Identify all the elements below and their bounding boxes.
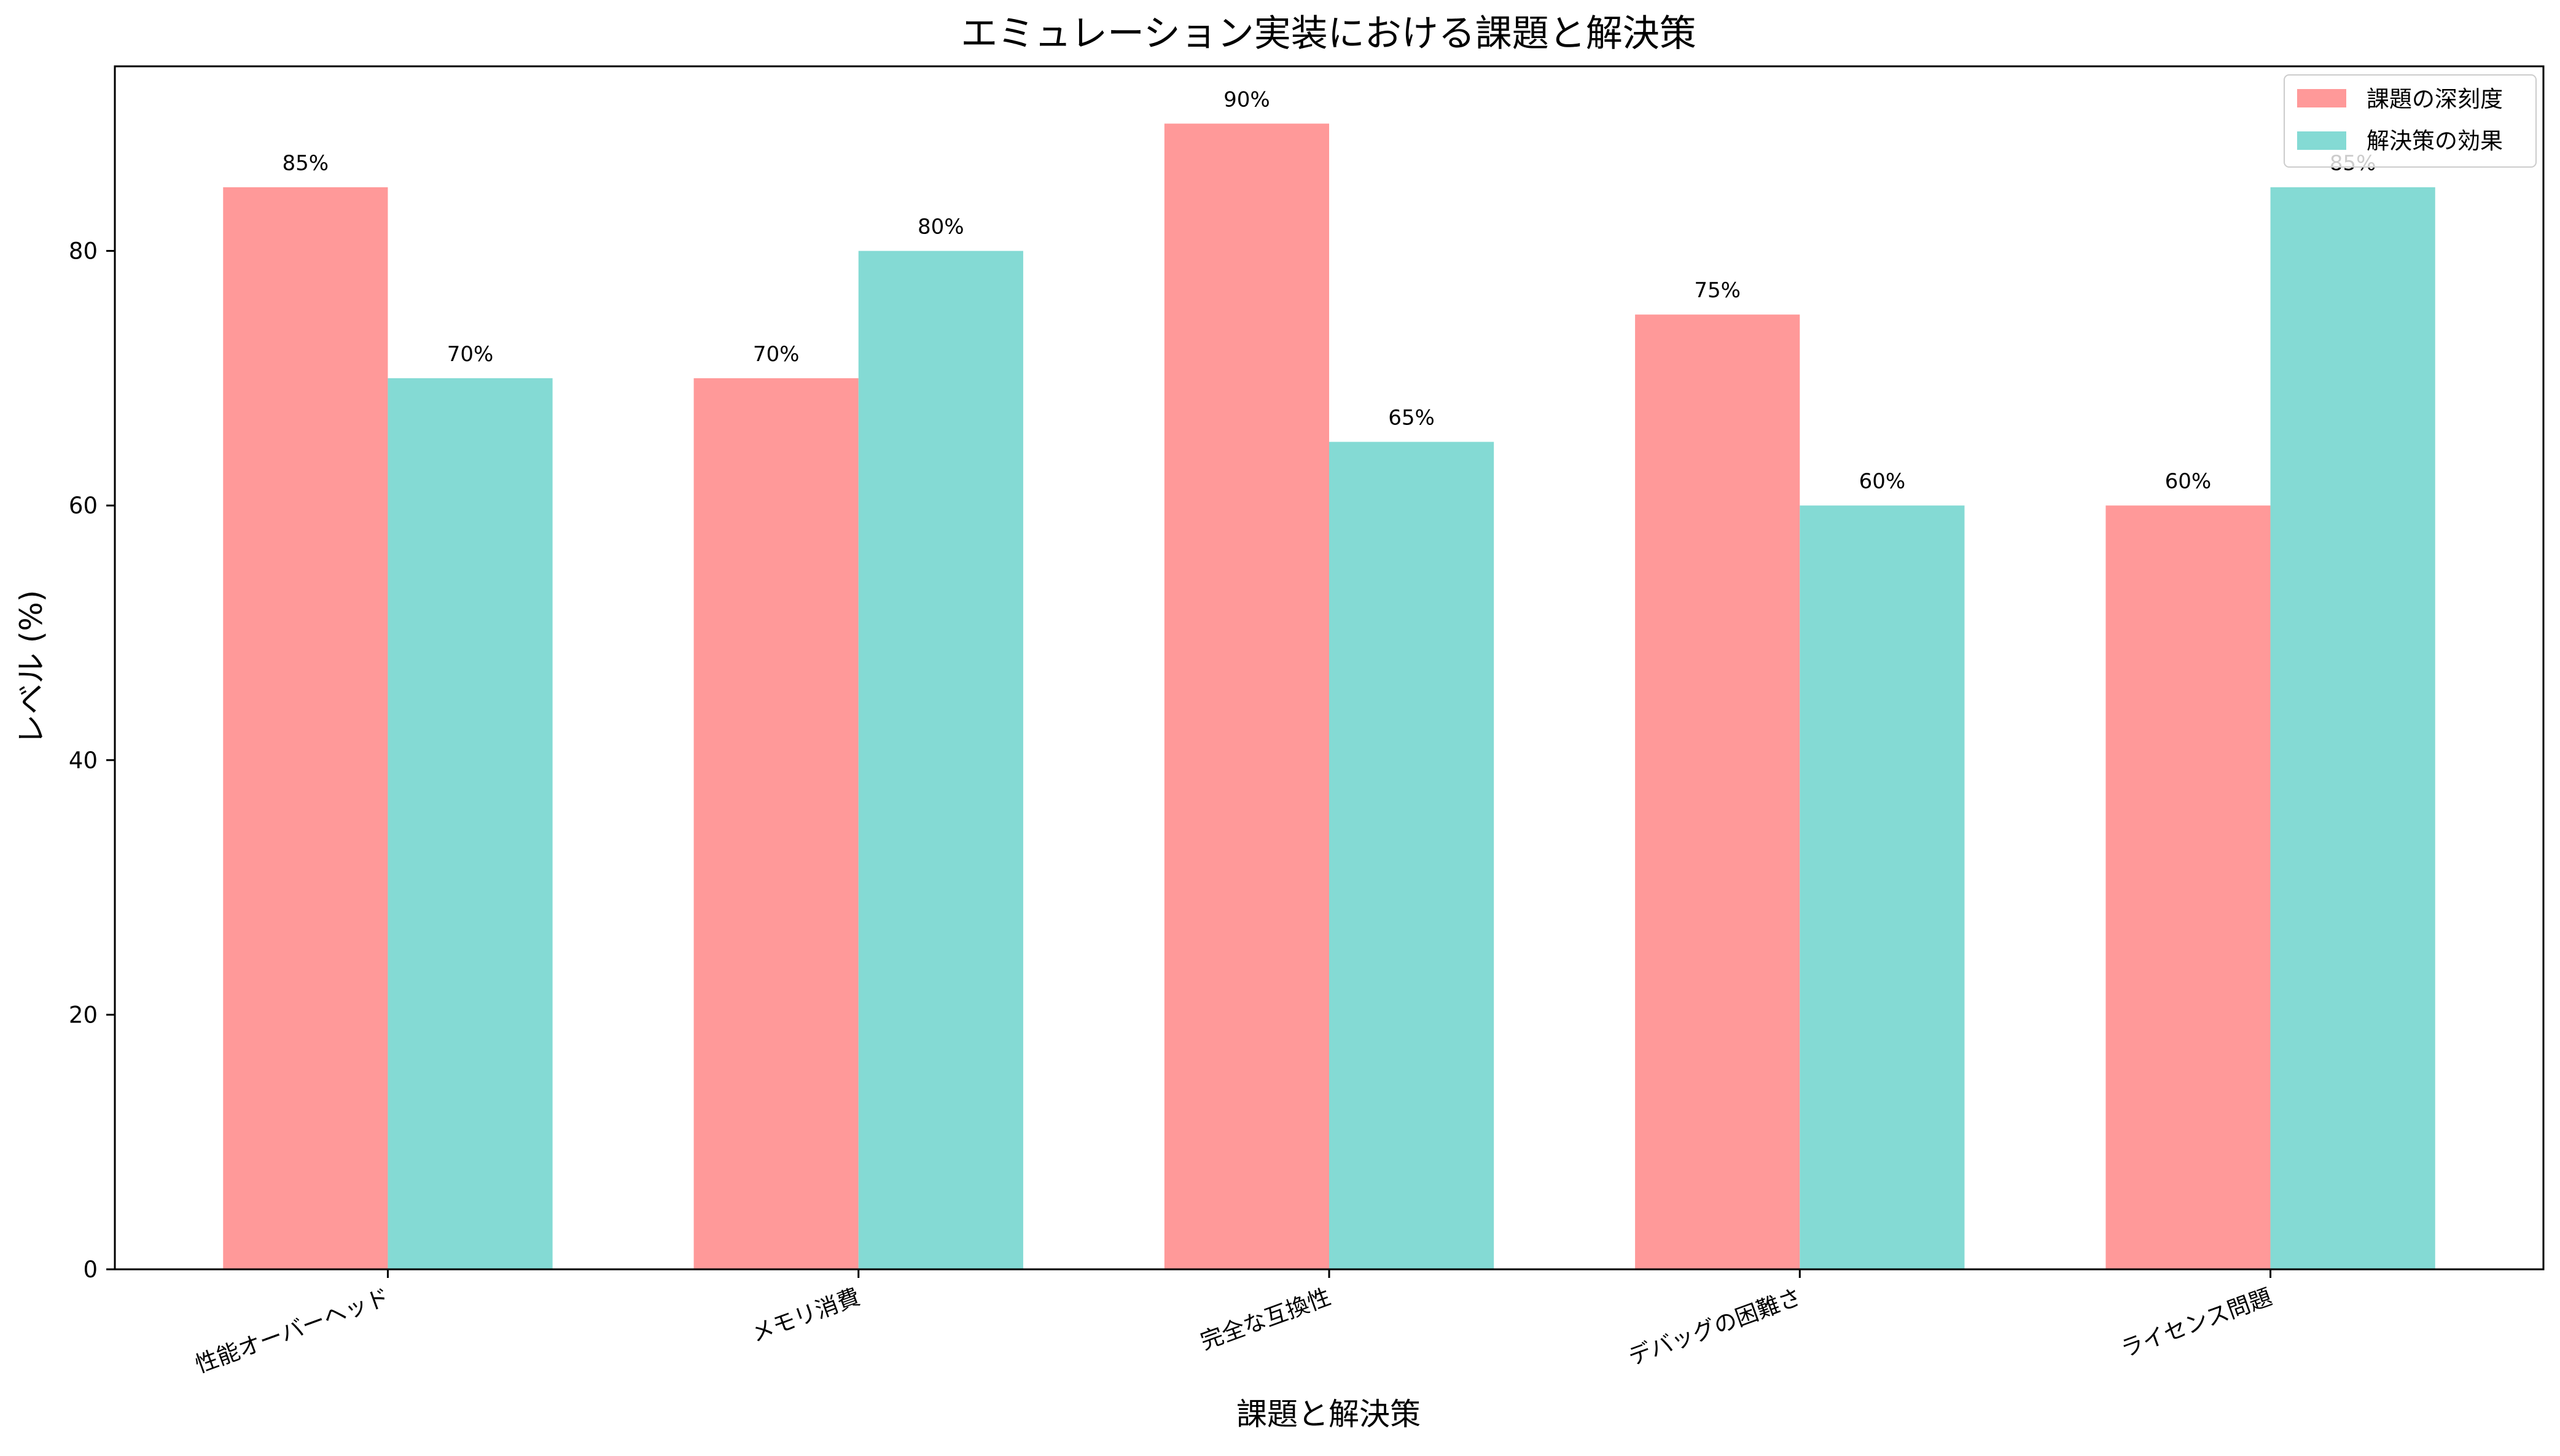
bar-severity-1	[693, 378, 859, 1269]
data-labels-layer: 85%70%90%75%60%70%80%65%60%85%	[283, 87, 2376, 494]
bars-layer	[223, 123, 2435, 1270]
bar-effect-0	[388, 378, 553, 1269]
data-label-effect-0: 70%	[447, 342, 494, 367]
legend-swatch-severity	[2297, 89, 2346, 107]
legend-frame	[2284, 74, 2537, 168]
y-tick-label-2: 40	[69, 747, 98, 774]
y-tick-label-4: 80	[69, 238, 98, 265]
chart-title: エミュレーション実装における課題と解決策	[961, 12, 1696, 55]
bar-effect-4	[2270, 187, 2435, 1269]
y-axis-label: レベル (%)	[14, 590, 49, 745]
x-tick-label-1: メモリ消費	[747, 1283, 864, 1347]
data-label-severity-4: 60%	[2165, 469, 2212, 494]
x-axis-label: 課題と解決策	[1236, 1396, 1421, 1432]
x-tick-label-2: 完全な互換性	[1197, 1283, 1334, 1355]
bar-effect-2	[1329, 442, 1494, 1269]
data-label-severity-3: 75%	[1694, 278, 1741, 303]
legend-swatch-effect	[2297, 131, 2346, 150]
data-label-severity-2: 90%	[1223, 87, 1270, 112]
data-label-effect-1: 80%	[918, 215, 964, 239]
bar-severity-4	[2105, 505, 2271, 1270]
bar-severity-0	[223, 187, 388, 1269]
data-label-severity-0: 85%	[283, 151, 329, 176]
x-tick-label-3: デバッグの困難さ	[1625, 1283, 1805, 1371]
legend-label-effect: 解決策の効果	[2367, 128, 2503, 154]
x-tick-label-0: 性能オーバーヘッド	[192, 1283, 392, 1378]
y-tick-label-1: 20	[69, 1002, 98, 1028]
x-axis: 性能オーバーヘッド メモリ消費 完全な互換性 デバッグの困難さ ライセンス問題	[192, 1269, 2276, 1378]
data-label-effect-2: 65%	[1388, 406, 1435, 430]
data-label-severity-1: 70%	[753, 342, 800, 367]
y-tick-label-0: 0	[83, 1256, 98, 1283]
x-tick-label-4: ライセンス問題	[2117, 1283, 2275, 1363]
bar-effect-1	[858, 251, 1023, 1270]
data-label-effect-3: 60%	[1859, 469, 1906, 494]
legend: 課題の深刻度 解決策の効果	[2284, 74, 2537, 168]
bar-severity-2	[1164, 123, 1329, 1269]
y-tick-label-3: 60	[69, 492, 98, 519]
legend-label-severity: 課題の深刻度	[2367, 86, 2503, 112]
bar-effect-3	[1800, 505, 1965, 1270]
bar-severity-3	[1635, 314, 1800, 1270]
y-axis: 0 20 40 60 80	[69, 238, 115, 1283]
